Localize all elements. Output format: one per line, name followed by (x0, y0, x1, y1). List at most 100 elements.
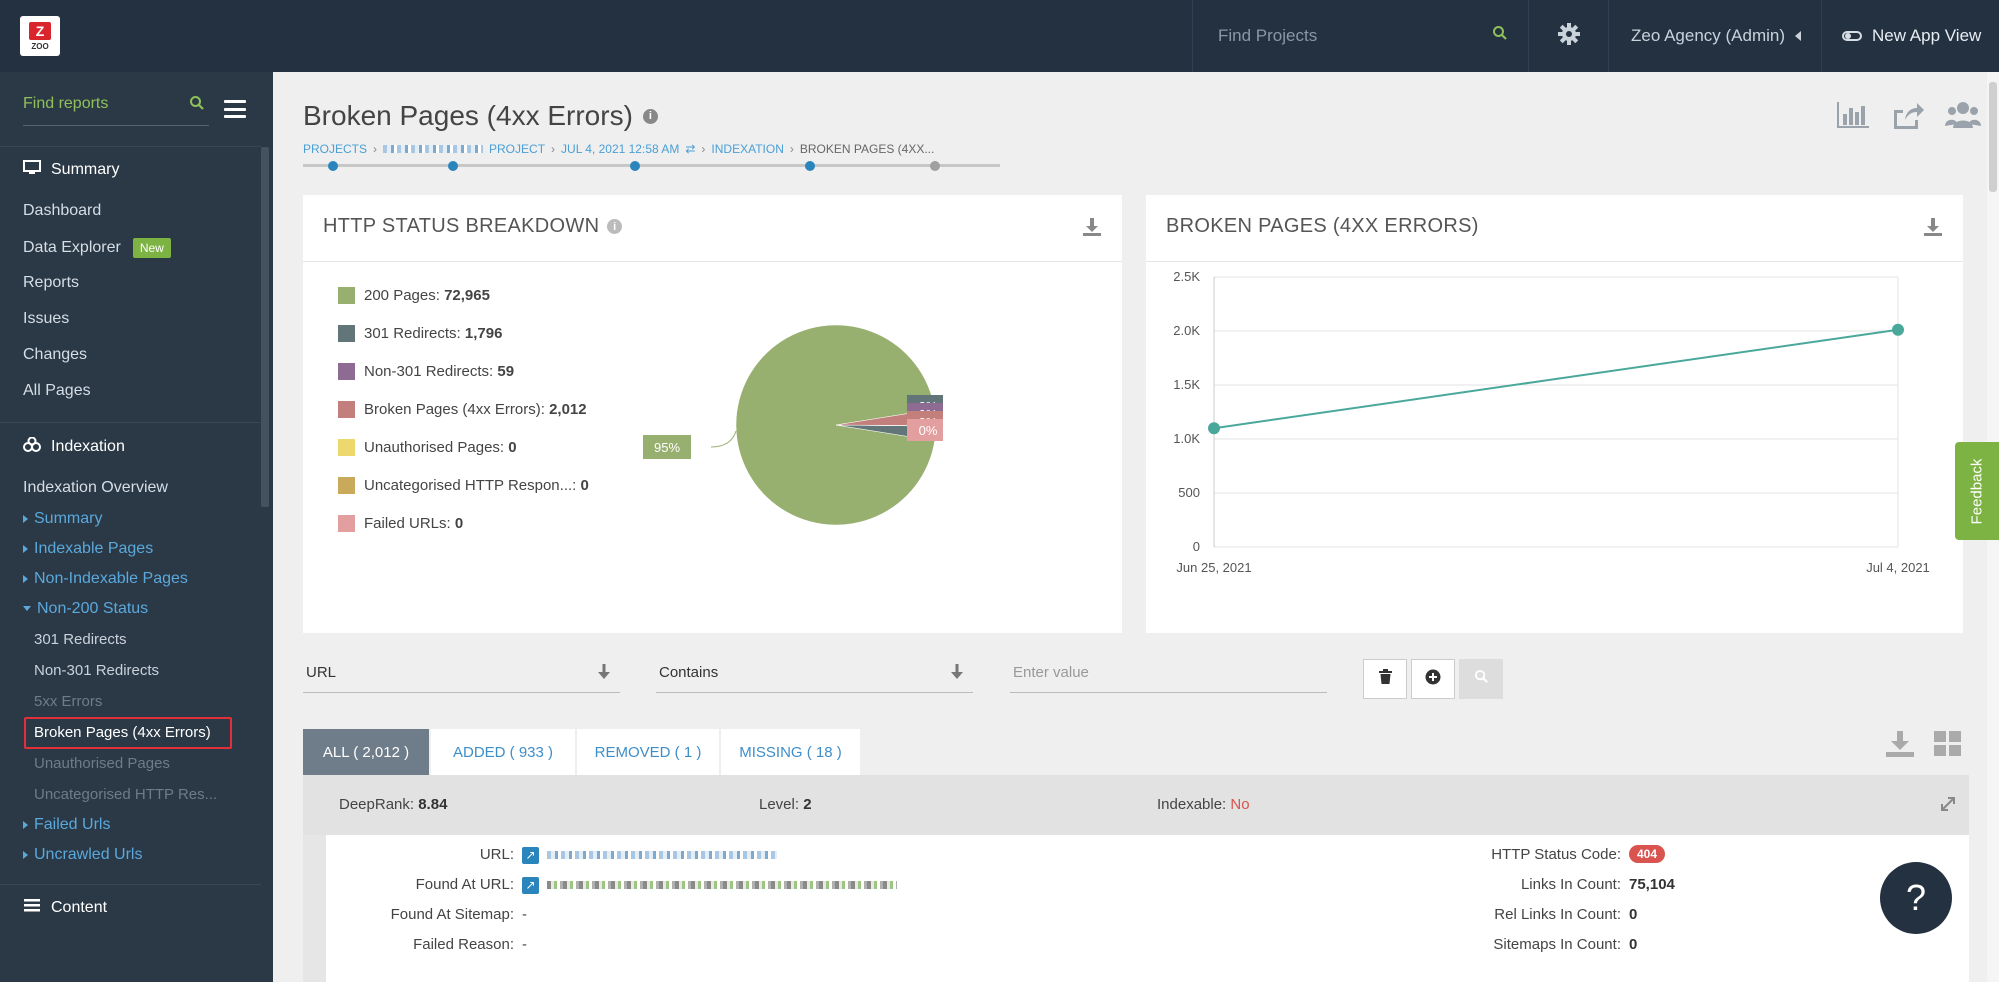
tab-all[interactable]: ALL ( 2,012 ) (303, 729, 429, 775)
filter-operator-select[interactable]: Contains (656, 655, 973, 693)
sidebar-item-reports[interactable]: Reports (23, 274, 80, 291)
sidebar-group-label: Summary (34, 510, 103, 527)
legend-item[interactable]: Uncategorised HTTP Respon...: 0 (338, 477, 589, 494)
sidebar-section-summary[interactable]: Summary (23, 160, 119, 180)
legend-item[interactable]: Non-301 Redirects: 59 (338, 363, 514, 380)
sidebar-group-failed-urls[interactable]: Failed Urls (23, 816, 110, 834)
sidebar-section-indexation[interactable]: Indexation (23, 436, 125, 457)
sidebar-group-non-indexable-pages[interactable]: Non-Indexable Pages (23, 570, 188, 588)
legend-label: Unauthorised Pages: 0 (364, 439, 517, 456)
links-in-value: 75,104 (1629, 876, 1675, 893)
field-label: Level: (759, 796, 800, 813)
sidebar-item-5xx-errors[interactable]: 5xx Errors (34, 693, 103, 710)
legend-item[interactable]: 200 Pages: 72,965 (338, 287, 490, 304)
sidebar-item-changes[interactable]: Changes (23, 346, 88, 363)
url-value[interactable]: ↗ (522, 846, 777, 864)
legend-item[interactable]: Unauthorised Pages: 0 (338, 439, 517, 456)
report-search[interactable]: Find reports (23, 92, 209, 126)
failed-reason-label: Failed Reason: (413, 936, 514, 953)
sidebar-group-indexable-pages[interactable]: Indexable Pages (23, 540, 153, 558)
users-icon[interactable] (1945, 100, 1981, 135)
search-icon[interactable] (189, 95, 205, 116)
apply-filter-button[interactable] (1459, 659, 1503, 699)
settings-button[interactable] (1529, 0, 1609, 72)
tab-removed[interactable]: REMOVED ( 1 ) (577, 729, 719, 775)
data-point[interactable] (1892, 323, 1904, 336)
expand-icon[interactable] (1939, 795, 1957, 818)
delete-filter-button[interactable] (1363, 659, 1407, 699)
sidebar-item-broken-pages[interactable]: Broken Pages (4xx Errors) (34, 724, 211, 741)
indexable-field: Indexable: No (1157, 796, 1250, 813)
external-link-icon[interactable]: ↗ (522, 846, 539, 864)
result-panel: DeepRank: 8.84 Level: 2 Indexable: No UR… (303, 775, 1969, 982)
sidebar-item-non-301-redirects[interactable]: Non-301 Redirects (34, 662, 160, 679)
breadcrumb-project[interactable]: PROJECT (489, 142, 546, 156)
legend-item[interactable]: Failed URLs: 0 (338, 515, 463, 532)
bar-chart-icon[interactable] (1835, 100, 1871, 135)
add-filter-button[interactable] (1411, 659, 1455, 699)
breadcrumb-dot (630, 161, 640, 171)
found-at-url-redacted[interactable] (547, 881, 897, 890)
legend-label: Failed URLs: 0 (364, 515, 464, 532)
http-status-breakdown-card: HTTP STATUS BREAKDOWN i 200 Pages: 72,96… (303, 195, 1122, 633)
sidebar-group-uncrawled-urls[interactable]: Uncrawled Urls (23, 846, 142, 864)
sidebar-item-data-explorer[interactable]: Data Explorer New (23, 238, 171, 258)
app-logo[interactable]: Z ZOO (20, 16, 60, 56)
filter-field-select[interactable]: URL (303, 655, 620, 693)
project-search[interactable]: Find Projects (1192, 0, 1529, 72)
account-menu[interactable]: Zeo Agency (Admin) (1609, 0, 1822, 72)
report-search-input[interactable]: Find reports (23, 95, 109, 112)
download-icon[interactable] (1923, 217, 1943, 242)
page-title-text: Broken Pages (4xx Errors) (303, 100, 633, 131)
menu-icon[interactable] (224, 100, 246, 118)
help-button[interactable]: ? (1880, 862, 1952, 934)
sidebar-item-uncategorised-http[interactable]: Uncategorised HTTP Res... (34, 786, 218, 803)
share-icon[interactable] (1891, 100, 1925, 135)
caret-down-icon (23, 606, 31, 612)
url-redacted[interactable] (547, 851, 777, 860)
sidebar-group-non-200-status[interactable]: Non-200 Status (23, 600, 148, 618)
breadcrumb-indexation[interactable]: INDEXATION (711, 142, 784, 156)
filter-value-input[interactable]: Enter value (1010, 655, 1327, 693)
project-search-input[interactable]: Find Projects (1218, 26, 1318, 45)
scroll-thumb[interactable] (1989, 82, 1997, 192)
tab-missing[interactable]: MISSING ( 18 ) (721, 729, 860, 775)
sitemaps-in-value: 0 (1629, 936, 1638, 953)
export-download-icon[interactable] (1885, 730, 1915, 763)
sidebar-item-unauthorised-pages[interactable]: Unauthorised Pages (34, 755, 170, 772)
sidebar-item-all-pages[interactable]: All Pages (23, 382, 91, 399)
filter-value-placeholder: Enter value (1013, 664, 1089, 681)
sidebar-item-issues[interactable]: Issues (23, 310, 70, 327)
legend-item[interactable]: 301 Redirects: 1,796 (338, 325, 502, 342)
sidebar-section-label: Summary (51, 161, 120, 178)
found-at-url-value[interactable]: ↗ (522, 876, 897, 894)
breadcrumb-projects[interactable]: PROJECTS (303, 142, 368, 156)
feedback-tab[interactable]: Feedback (1955, 442, 1999, 540)
info-icon[interactable]: i (607, 219, 623, 234)
external-link-icon[interactable]: ↗ (522, 876, 539, 894)
breadcrumb-project-name-redacted[interactable] (383, 145, 484, 153)
tab-added[interactable]: ADDED ( 933 ) (431, 729, 575, 775)
sidebar-group-summary[interactable]: Summary (23, 510, 102, 528)
sidebar-section-content[interactable]: Content (23, 898, 107, 918)
legend-label: Uncategorised HTTP Respon...: 0 (364, 477, 589, 494)
trash-icon (1378, 669, 1392, 689)
y-tick-label: 0 (1193, 539, 1200, 554)
sidebar-item-indexation-overview[interactable]: Indexation Overview (23, 479, 168, 496)
data-point[interactable] (1208, 422, 1220, 435)
grid-view-icon[interactable] (1934, 731, 1962, 762)
sidebar-item-dashboard[interactable]: Dashboard (23, 202, 102, 219)
sidebar-item-301-redirects[interactable]: 301 Redirects (34, 631, 127, 648)
breadcrumb-track (303, 161, 1000, 171)
download-icon[interactable] (1082, 217, 1102, 242)
pie-slice[interactable] (735, 325, 936, 526)
legend-item[interactable]: Broken Pages (4xx Errors): 2,012 (338, 401, 587, 418)
toggle-icon (1842, 31, 1862, 41)
new-app-view-toggle[interactable]: New App View (1822, 0, 1999, 72)
search-icon[interactable] (1492, 25, 1508, 46)
sidebar-scrollbar[interactable] (261, 147, 269, 507)
breadcrumb-date[interactable]: JUL 4, 2021 12:58 AM (561, 142, 680, 156)
field-value: 2 (803, 796, 812, 813)
info-icon[interactable]: i (642, 108, 658, 124)
swap-icon[interactable]: ⇄ (685, 142, 696, 156)
